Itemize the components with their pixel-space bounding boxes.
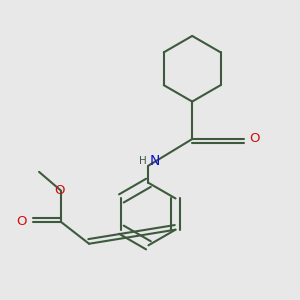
Text: H: H [139,156,147,166]
Text: O: O [17,215,27,228]
Text: N: N [150,154,160,168]
Text: O: O [54,184,64,197]
Text: O: O [249,132,260,145]
